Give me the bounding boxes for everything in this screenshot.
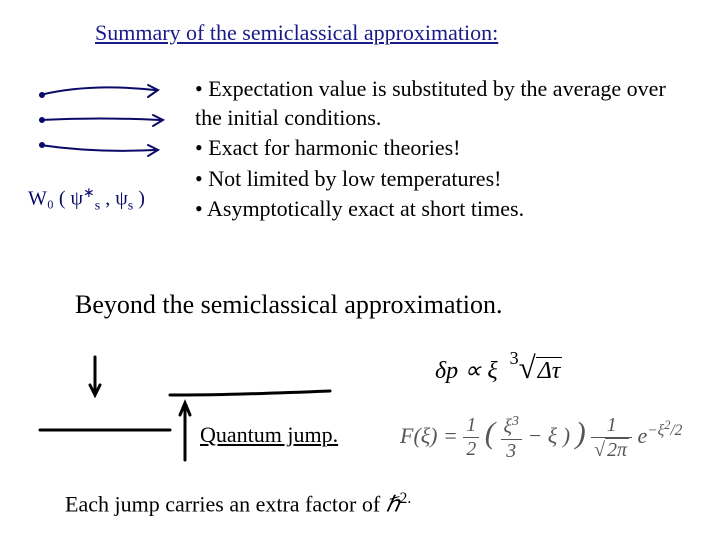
- closing-exp: 2.: [400, 490, 412, 507]
- w0-end: ): [133, 188, 145, 210]
- eq1-root-arg: Δτ: [536, 357, 563, 385]
- eq2-norm-n: 1: [591, 414, 632, 438]
- eq1-prop: ∝: [458, 358, 487, 384]
- closing-prefix: Each jump carries an extra factor of: [65, 491, 386, 516]
- summary-title: Summary of the semiclassical approximati…: [95, 20, 498, 46]
- bullet-2: • Exact for harmonic theories!: [195, 134, 695, 163]
- w0-mid: , ψ: [100, 188, 128, 210]
- eq2-xi3: ξ33: [501, 413, 522, 463]
- eq2-F: F(ξ) =: [400, 423, 463, 448]
- eq1-lhs: δp: [435, 358, 458, 384]
- eq2-xi3-n: ξ3: [501, 413, 522, 440]
- eq2-xi3-d: 3: [501, 440, 522, 463]
- beyond-heading: Beyond the semiclassical approximation.: [75, 290, 502, 320]
- eq2-xi3-exp: 3: [512, 413, 519, 428]
- equation-f-xi: F(ξ) = 12 ( ξ33 − ξ ) ) 1√2π e−ξ2/2: [400, 413, 682, 463]
- w0-part1: W₀ ( ψ: [28, 188, 83, 210]
- bullet-4: • Asymptotically exact at short times.: [195, 195, 695, 224]
- eq2-exp-a: −ξ: [647, 422, 664, 439]
- arrows-sketch: [30, 75, 180, 170]
- equation-delta-p: δp ∝ ξ 3√Δτ: [435, 348, 562, 386]
- eq2-xi3-base: ξ: [504, 416, 512, 438]
- bullet-3: • Not limited by low temperatures!: [195, 165, 695, 194]
- handwritten-w0: W₀ ( ψ∗s , ψs ): [28, 185, 145, 215]
- eq2-e: e: [637, 423, 647, 448]
- eq2-rparen: ): [576, 416, 586, 450]
- eq2-exp-c: /2: [670, 422, 682, 439]
- eq2-norm-d: √2π: [591, 438, 632, 462]
- eq2-minus: − ξ ): [527, 423, 575, 448]
- slide: Summary of the semiclassical approximati…: [0, 0, 720, 540]
- eq2-half-d: 2: [463, 438, 479, 461]
- eq1-xi: ξ: [487, 358, 497, 384]
- quantum-jump-sketch: [30, 335, 340, 470]
- closing-hbar: ℏ: [386, 491, 400, 516]
- eq2-lparen: (: [485, 416, 495, 450]
- bullet-1: • Expectation value is substituted by th…: [195, 75, 695, 132]
- eq2-two-pi: 2π: [605, 438, 629, 462]
- closing-line: Each jump carries an extra factor of ℏ2.: [65, 490, 411, 517]
- eq2-half: 12: [463, 414, 479, 461]
- eq1-root-index: 3: [510, 348, 519, 368]
- eq2-exp: −ξ2/2: [647, 422, 682, 439]
- eq2-half-n: 1: [463, 414, 479, 438]
- eq1-radical: √: [519, 350, 536, 385]
- eq2-norm: 1√2π: [591, 414, 632, 462]
- quantum-jump-label: Quantum jump.: [200, 422, 338, 448]
- w0-star: ∗: [83, 186, 95, 201]
- bullet-list: • Expectation value is substituted by th…: [195, 75, 695, 226]
